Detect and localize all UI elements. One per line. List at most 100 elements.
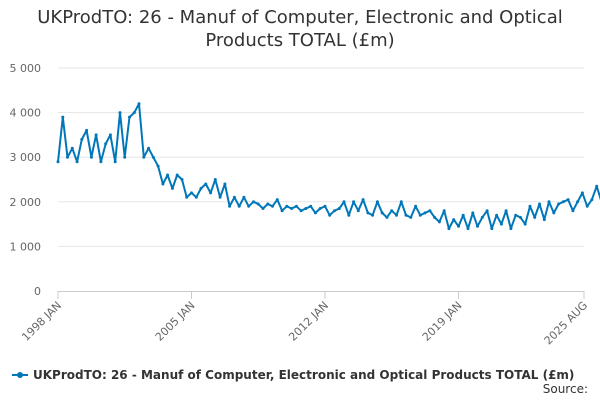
data-point[interactable] bbox=[180, 178, 184, 181]
data-point[interactable] bbox=[299, 209, 303, 213]
data-point[interactable] bbox=[89, 155, 93, 159]
data-point[interactable] bbox=[247, 204, 251, 208]
data-point[interactable] bbox=[590, 198, 594, 202]
data-point[interactable] bbox=[466, 227, 470, 231]
data-point[interactable] bbox=[166, 173, 170, 177]
source-label[interactable]: Source: bbox=[542, 382, 588, 396]
data-point[interactable] bbox=[147, 146, 151, 150]
data-point[interactable] bbox=[461, 213, 465, 217]
data-point[interactable] bbox=[371, 213, 375, 217]
data-point[interactable] bbox=[175, 173, 179, 177]
data-point[interactable] bbox=[442, 209, 446, 213]
data-point[interactable] bbox=[290, 207, 294, 210]
data-point[interactable] bbox=[80, 137, 84, 141]
data-point[interactable] bbox=[223, 182, 227, 186]
data-point[interactable] bbox=[561, 200, 565, 204]
data-point[interactable] bbox=[409, 215, 413, 219]
data-point[interactable] bbox=[99, 160, 103, 164]
data-point[interactable] bbox=[361, 198, 365, 202]
data-point[interactable] bbox=[61, 115, 65, 119]
data-point[interactable] bbox=[142, 155, 146, 159]
data-point[interactable] bbox=[523, 222, 527, 226]
data-point[interactable] bbox=[304, 207, 308, 210]
data-point[interactable] bbox=[504, 209, 508, 213]
data-point[interactable] bbox=[385, 215, 389, 219]
data-point[interactable] bbox=[309, 204, 313, 208]
data-point[interactable] bbox=[518, 215, 522, 219]
data-point[interactable] bbox=[533, 215, 537, 219]
data-point[interactable] bbox=[395, 213, 398, 217]
data-point[interactable] bbox=[204, 182, 208, 186]
data-point[interactable] bbox=[266, 202, 270, 206]
data-point[interactable] bbox=[490, 227, 494, 231]
data-point[interactable] bbox=[313, 211, 317, 215]
data-point[interactable] bbox=[428, 209, 432, 213]
data-point[interactable] bbox=[552, 211, 556, 215]
data-point[interactable] bbox=[242, 195, 246, 199]
data-point[interactable] bbox=[161, 182, 165, 186]
data-point[interactable] bbox=[514, 213, 518, 217]
data-point[interactable] bbox=[566, 198, 570, 202]
data-point[interactable] bbox=[275, 198, 279, 202]
data-point[interactable] bbox=[70, 146, 74, 150]
data-point[interactable] bbox=[404, 213, 408, 217]
data-point[interactable] bbox=[399, 200, 403, 204]
data-point[interactable] bbox=[252, 200, 255, 204]
data-point[interactable] bbox=[547, 200, 551, 204]
data-point[interactable] bbox=[375, 200, 379, 204]
data-point[interactable] bbox=[156, 164, 160, 168]
data-point[interactable] bbox=[256, 202, 260, 206]
data-point[interactable] bbox=[457, 224, 460, 228]
data-point[interactable] bbox=[199, 186, 203, 190]
data-point[interactable] bbox=[347, 213, 351, 217]
data-point[interactable] bbox=[56, 160, 60, 164]
data-point[interactable] bbox=[437, 220, 441, 224]
data-point[interactable] bbox=[194, 195, 198, 199]
data-point[interactable] bbox=[170, 186, 174, 190]
data-point[interactable] bbox=[85, 128, 89, 132]
data-point[interactable] bbox=[237, 204, 241, 208]
data-point[interactable] bbox=[213, 178, 217, 181]
data-point[interactable] bbox=[123, 155, 127, 159]
data-point[interactable] bbox=[380, 211, 384, 215]
data-point[interactable] bbox=[485, 209, 489, 213]
data-point[interactable] bbox=[595, 184, 599, 188]
data-point[interactable] bbox=[94, 133, 98, 137]
data-point[interactable] bbox=[118, 111, 122, 115]
data-point[interactable] bbox=[294, 204, 298, 208]
data-point[interactable] bbox=[337, 207, 341, 210]
data-point[interactable] bbox=[571, 209, 575, 213]
data-point[interactable] bbox=[328, 213, 332, 217]
data-point[interactable] bbox=[495, 213, 499, 217]
series-line[interactable] bbox=[57, 102, 600, 230]
data-point[interactable] bbox=[557, 202, 561, 206]
legend[interactable]: UKProdTO: 26 - Manuf of Computer, Electr… bbox=[12, 366, 574, 384]
data-point[interactable] bbox=[471, 211, 475, 215]
data-point[interactable] bbox=[318, 207, 322, 210]
data-point[interactable] bbox=[352, 200, 356, 204]
data-point[interactable] bbox=[218, 195, 222, 199]
data-point[interactable] bbox=[509, 227, 513, 231]
data-point[interactable] bbox=[538, 202, 541, 206]
data-point[interactable] bbox=[433, 215, 437, 219]
data-point[interactable] bbox=[576, 200, 580, 204]
data-point[interactable] bbox=[128, 115, 131, 119]
data-point[interactable] bbox=[108, 133, 112, 137]
data-point[interactable] bbox=[185, 195, 189, 199]
data-point[interactable] bbox=[209, 191, 213, 195]
data-point[interactable] bbox=[113, 160, 117, 164]
data-point[interactable] bbox=[261, 207, 265, 210]
data-point[interactable] bbox=[280, 209, 284, 213]
data-point[interactable] bbox=[585, 204, 589, 208]
data-point[interactable] bbox=[356, 209, 360, 213]
data-point[interactable] bbox=[228, 204, 232, 208]
data-point[interactable] bbox=[499, 222, 503, 226]
data-point[interactable] bbox=[423, 211, 427, 215]
data-point[interactable] bbox=[132, 111, 136, 115]
data-point[interactable] bbox=[480, 215, 484, 219]
data-point[interactable] bbox=[137, 102, 141, 106]
data-point[interactable] bbox=[528, 204, 532, 208]
data-point[interactable] bbox=[390, 209, 394, 213]
data-point[interactable] bbox=[447, 227, 451, 231]
data-point[interactable] bbox=[66, 155, 69, 159]
